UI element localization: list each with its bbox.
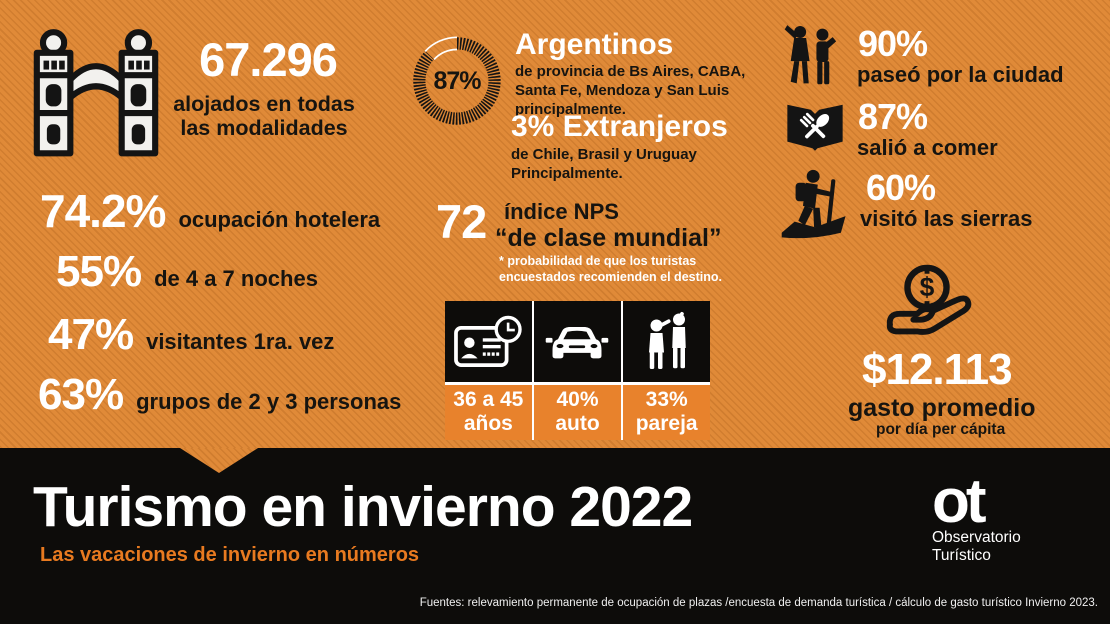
argentinos-title: Argentinos bbox=[515, 28, 674, 61]
origin-donut-chart: 87% bbox=[410, 34, 504, 128]
nps-value: 72 bbox=[436, 195, 487, 248]
spending-sublabel: por día per cápita bbox=[876, 421, 1006, 438]
stat-groups: 63% grupos de 2 y 3 personas bbox=[38, 373, 401, 417]
city-walkers-icon bbox=[784, 25, 837, 85]
nps-footnote: * probabilidad de que los turistas encue… bbox=[499, 254, 722, 285]
main-title: Turismo en invierno 2022 bbox=[33, 475, 693, 539]
couple-icon bbox=[648, 311, 686, 369]
activity-eat-value: 87% bbox=[858, 96, 928, 137]
svg-text:$: $ bbox=[920, 272, 935, 302]
sources-text: Fuentes: relevamiento permanente de ocup… bbox=[419, 597, 1098, 609]
profile-box-couple bbox=[623, 301, 710, 382]
stat-value: 47% bbox=[48, 310, 134, 359]
activity-eat-label: salió a comer bbox=[857, 135, 998, 160]
spending-value: $12.113 bbox=[862, 345, 1013, 394]
label-line2: pareja bbox=[635, 412, 698, 435]
profile-box-age bbox=[445, 301, 532, 382]
lodging-total-value: 67.296 bbox=[199, 33, 338, 86]
activity-sierras-value: 60% bbox=[866, 167, 936, 208]
stat-value: 55% bbox=[56, 247, 142, 296]
hiker-icon bbox=[781, 169, 846, 239]
stat-value: 63% bbox=[38, 370, 124, 419]
label-line1: 33% bbox=[645, 387, 688, 411]
activity-sierras-label: visitó las sierras bbox=[860, 206, 1033, 231]
lodging-total-label: alojados en todas las modalidades bbox=[173, 92, 355, 141]
activity-city-label: paseó por la ciudad bbox=[857, 62, 1064, 87]
profile-box-car-label: 40% auto bbox=[534, 384, 621, 440]
main-subtitle: Las vacaciones de invierno en números bbox=[40, 544, 420, 566]
activity-city-value: 90% bbox=[858, 23, 928, 64]
stat-label: visitantes 1ra. vez bbox=[146, 329, 335, 354]
nps-subtitle: “de clase mundial” bbox=[495, 224, 722, 252]
stat-label: ocupación hotelera bbox=[178, 207, 381, 232]
logo-mark: ot bbox=[932, 467, 987, 536]
label-line2: auto bbox=[555, 412, 600, 435]
profile-box-couple-label: 33% pareja bbox=[623, 384, 710, 440]
arch-monument-icon bbox=[33, 29, 159, 157]
profile-boxes: 36 a 45 años 40% auto 33% pareja bbox=[445, 301, 710, 440]
stat-first-time: 47% visitantes 1ra. vez bbox=[48, 313, 334, 357]
extranjeros-title: 3% Extranjeros bbox=[511, 110, 728, 143]
label-line1: 40% bbox=[556, 387, 599, 411]
profile-box-age-label: 36 a 45 años bbox=[445, 384, 532, 440]
stat-value: 74.2% bbox=[40, 185, 166, 237]
stat-label: de 4 a 7 noches bbox=[154, 266, 318, 291]
stat-nights: 55% de 4 a 7 noches bbox=[56, 250, 318, 294]
label-line1: 36 a 45 bbox=[453, 387, 524, 411]
stat-hotel-occupancy: 74.2% ocupación hotelera bbox=[40, 188, 380, 234]
logo-line2: Turístico bbox=[932, 546, 991, 564]
nps-title: índice NPS bbox=[504, 199, 619, 224]
coin-hand-icon: $ bbox=[886, 264, 972, 335]
menu-cutlery-icon bbox=[787, 104, 843, 151]
argentinos-desc: de provincia de Bs Aires, CABA, Santa Fe… bbox=[515, 63, 746, 118]
id-card-clock-icon bbox=[454, 315, 523, 367]
profile-box-car bbox=[534, 301, 621, 382]
car-icon bbox=[546, 326, 609, 358]
label-line2: años bbox=[463, 412, 513, 435]
donut-center-value: 87% bbox=[433, 66, 481, 95]
logo-line1: Observatorio bbox=[932, 528, 1021, 546]
donut-ring-icon bbox=[413, 36, 501, 125]
title-band: Turismo en invierno 2022 Las vacaciones … bbox=[0, 448, 1110, 624]
spending-label: gasto promedio bbox=[848, 394, 1036, 422]
extranjeros-desc: de Chile, Brasil y Uruguay Principalment… bbox=[511, 146, 697, 182]
stat-label: grupos de 2 y 3 personas bbox=[136, 389, 402, 414]
observatorio-turistico-logo: ot Observatorio Turístico bbox=[932, 467, 1021, 564]
